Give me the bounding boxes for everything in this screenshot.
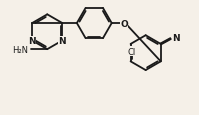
Text: Cl: Cl <box>127 47 136 56</box>
Text: N: N <box>59 37 66 46</box>
Text: H₂N: H₂N <box>12 45 28 54</box>
Text: O: O <box>120 19 128 28</box>
Text: N: N <box>172 34 180 43</box>
Text: N: N <box>28 37 36 46</box>
